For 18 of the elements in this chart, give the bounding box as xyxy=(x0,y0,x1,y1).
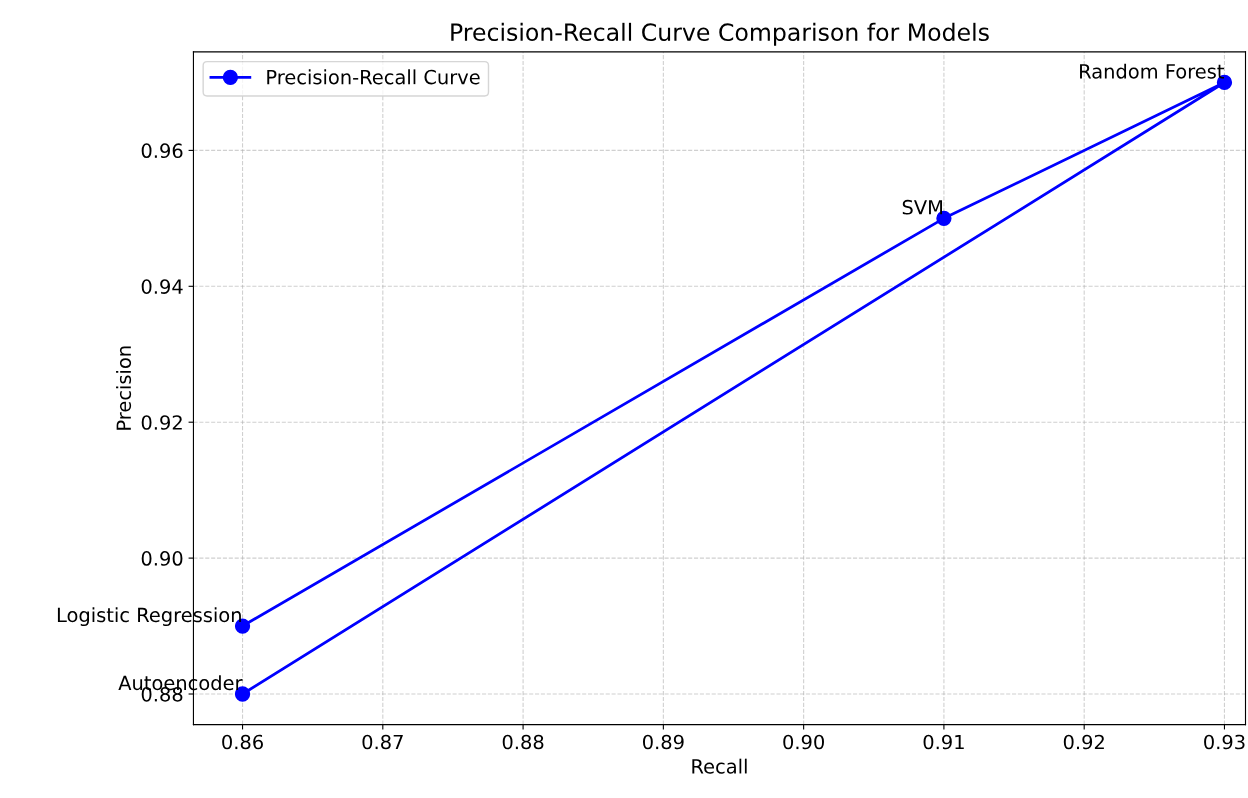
y-tick-label: 0.94 xyxy=(141,279,183,294)
y-tick-label: 0.96 xyxy=(141,143,183,159)
x-tick-label: 0.87 xyxy=(362,734,403,750)
x-tick-label: 0.90 xyxy=(783,734,824,750)
x-tick-label: 0.86 xyxy=(222,734,263,750)
x-axis-title: Recall xyxy=(692,758,747,774)
legend-label: Precision-Recall Curve xyxy=(267,69,480,85)
y-axis-title: Precision xyxy=(116,346,132,430)
x-tick-label: 0.92 xyxy=(1063,734,1104,750)
annotation: Random Forest xyxy=(1080,63,1224,79)
x-tick-label: 0.91 xyxy=(923,734,964,750)
chart-title: Precision-Recall Curve Comparison for Models xyxy=(451,22,989,46)
x-tick-label: 0.89 xyxy=(643,734,684,750)
annotation: SVM xyxy=(902,199,943,215)
x-tick-label: 0.93 xyxy=(1204,734,1245,750)
x-tick-label: 0.88 xyxy=(502,734,544,750)
y-tick-label: 0.92 xyxy=(141,415,182,430)
y-tick-label: 0.90 xyxy=(141,551,183,566)
